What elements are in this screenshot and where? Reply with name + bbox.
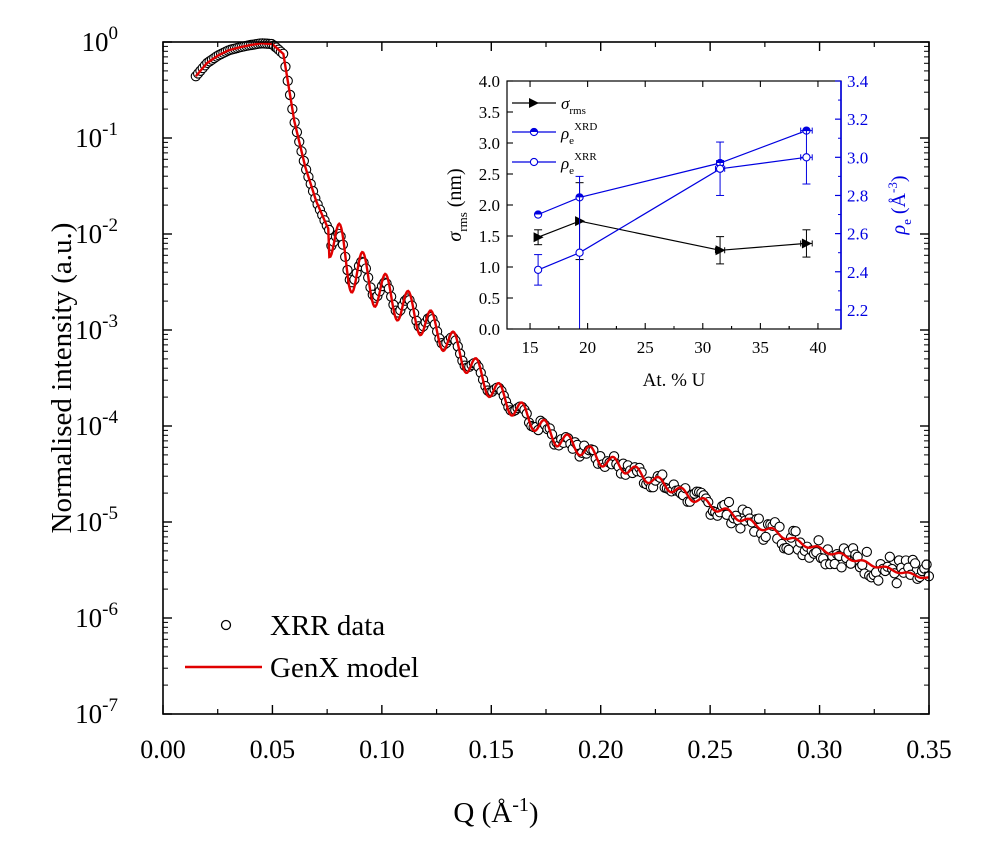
inset-right-y-tick-label: 3.2 xyxy=(847,110,868,129)
xrr-data-point xyxy=(760,531,771,543)
main-y-tick-label: 10-2 xyxy=(75,215,118,249)
legend-marker-xrr-data xyxy=(220,619,232,631)
legend-label-genx-model: GenX model xyxy=(270,652,419,684)
inset-right-y-tick-label: 2.6 xyxy=(847,225,868,244)
xrr-data-point xyxy=(790,526,801,537)
xrr-data-point xyxy=(723,496,735,508)
inset-legend: σrms ρeXRD ρeXRR xyxy=(512,94,597,177)
xrr-data-point xyxy=(909,558,921,569)
inset-x-tick-label: 20 xyxy=(579,338,596,357)
series-genx-model xyxy=(194,42,930,580)
main-x-tick-label: 0.15 xyxy=(469,735,515,764)
inset-data-point xyxy=(533,232,544,243)
inset-series-line xyxy=(537,130,807,216)
xrr-data-point xyxy=(813,535,824,546)
main-x-tick-label: 0.25 xyxy=(687,735,733,764)
xrr-data-point xyxy=(753,513,764,524)
inset-left-y-tick-label: 0.5 xyxy=(479,289,500,308)
inset-x-axis-label: At. % U xyxy=(643,370,706,391)
main-y-tick-label: 10-1 xyxy=(75,119,118,153)
inset-right-y-tick-label: 3.0 xyxy=(847,148,868,167)
inset-series-line xyxy=(537,156,807,271)
inset-left-y-tick-label: 3.0 xyxy=(479,134,500,153)
inset-x-tick-label: 30 xyxy=(694,338,711,357)
inset-x-tick-label: 25 xyxy=(637,338,654,357)
main-y-tick-label: 10-3 xyxy=(75,311,118,345)
main-x-tick-label: 0.00 xyxy=(140,735,186,764)
xrr-data-point xyxy=(836,562,847,573)
main-x-tick-label: 0.30 xyxy=(797,735,843,764)
inset-x-tick-label: 35 xyxy=(752,338,769,357)
inset-background xyxy=(507,81,841,329)
inset-legend-label-rho-xrd: ρeXRD xyxy=(560,121,597,147)
inset-data-point xyxy=(802,153,811,162)
main-plot-area xyxy=(190,38,935,589)
inset-data-point xyxy=(533,210,543,219)
main-y-tick-label: 100 xyxy=(82,23,119,57)
inset-plot-area xyxy=(533,126,813,330)
inset-left-y-tick-label: 1.5 xyxy=(479,227,500,246)
xrr-data-point xyxy=(735,523,746,534)
legend-label-xrr-data: XRR data xyxy=(270,610,385,642)
inset-chart: 15 20 25 30 35 40 0.0 0.5 1.0 1.5 2.0 2.5 3.0 3.5 4.0 2… xyxy=(444,72,914,391)
inset-right-y-tick-label: 3.4 xyxy=(847,72,869,91)
inset-left-y-tick-label: 2.5 xyxy=(479,165,500,184)
main-axes: 0.00 0.05 0.10 0.15 0.20 0.25 0.30 0.35 100 10-1 1… xyxy=(75,23,952,764)
xrr-data-point xyxy=(783,544,794,555)
inset-left-y-tick-label: 1.0 xyxy=(479,258,500,277)
main-y-axis-label: Normalised intensity (a.u.) xyxy=(46,223,78,534)
inset-left-y-axis-label: σrms (nm) xyxy=(444,168,470,241)
inset-series-line xyxy=(537,220,807,251)
inset-left-y-tick-label: 0.0 xyxy=(479,320,500,339)
main-y-tick-label: 10-6 xyxy=(75,599,118,633)
main-chart: 0.00 0.05 0.10 0.15 0.20 0.25 0.30 0.35 100 10-1 1… xyxy=(46,23,952,829)
inset-axes: 15 20 25 30 35 40 0.0 0.5 1.0 1.5 2.0 2.5 3.0 3.5 4.0 2… xyxy=(479,72,869,357)
inset-legend-marker-rho-xrd xyxy=(529,127,539,137)
main-legend: XRR data GenX model xyxy=(185,610,419,684)
main-x-tick-label: 0.20 xyxy=(578,735,624,764)
inset-x-tick-label: 15 xyxy=(522,338,539,357)
inset-right-y-tick-label: 2.8 xyxy=(847,186,868,205)
inset-data-point xyxy=(715,164,725,173)
inset-data-point xyxy=(533,265,543,275)
main-x-tick-label: 0.35 xyxy=(906,735,952,764)
inset-right-y-axis-label: ρe (Å-3) xyxy=(885,175,914,235)
inset-data-point xyxy=(715,245,726,256)
main-x-tick-label: 0.10 xyxy=(359,735,405,764)
main-y-tick-label: 10-7 xyxy=(75,695,118,729)
inset-left-y-tick-label: 3.5 xyxy=(479,103,500,122)
inset-x-tick-label: 40 xyxy=(809,338,826,357)
inset-right-y-tick-label: 2.4 xyxy=(847,263,869,282)
main-y-tick-label: 10-4 xyxy=(75,407,118,441)
inset-left-y-tick-label: 2.0 xyxy=(479,196,500,215)
inset-legend-marker-rho-xrr xyxy=(529,157,539,167)
inset-left-y-tick-label: 4.0 xyxy=(479,72,500,91)
xrr-data-point xyxy=(873,575,884,586)
xrr-data-point xyxy=(921,559,932,570)
inset-legend-marker-sigma xyxy=(529,98,539,108)
main-x-tick-label: 0.05 xyxy=(250,735,296,764)
xrr-data-point xyxy=(861,546,872,558)
inset-series-2 xyxy=(533,130,813,330)
main-y-tick-label: 10-5 xyxy=(75,503,118,537)
xrr-data-point xyxy=(891,578,902,589)
inset-legend-label-rho-xrr: ρeXRR xyxy=(560,151,597,177)
inset-legend-label-sigma: σrms xyxy=(561,94,586,117)
xrr-data-point xyxy=(774,521,785,532)
xrr-data-point xyxy=(884,551,895,562)
inset-right-y-tick-label: 2.2 xyxy=(847,301,868,320)
inset-data-point xyxy=(575,248,584,257)
main-x-axis-label: Q (Å-1) xyxy=(453,794,538,829)
inset-data-point xyxy=(801,238,812,249)
